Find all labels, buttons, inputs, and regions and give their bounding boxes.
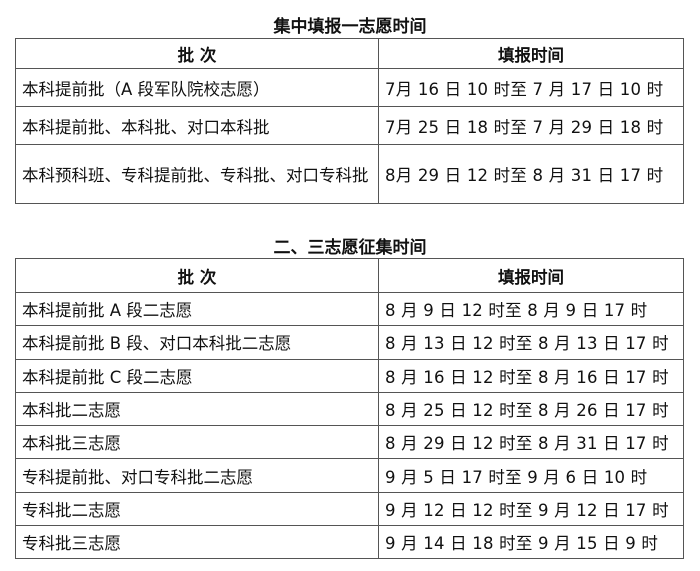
table-row: 本科批二志愿 8 月 25 日 12 时至 8 月 26 日 17 时 xyxy=(15,391,684,427)
batch-cell: 本科批二志愿 xyxy=(15,391,379,427)
batch-cell: 本科提前批 C 段二志愿 xyxy=(15,358,379,393)
time-cell: 7月 25 日 18 时至 7 月 29 日 18 时 xyxy=(378,106,684,145)
header-time: 填报时间 xyxy=(378,38,684,69)
time-cell: 8 月 25 日 12 时至 8 月 26 日 17 时 xyxy=(378,391,684,427)
table-header-row: 批 次 填报时间 xyxy=(15,258,684,293)
batch-cell: 本科提前批（A 段军队院校志愿） xyxy=(15,68,379,107)
batch-cell: 专科批三志愿 xyxy=(15,525,379,560)
section2-title: 二、三志愿征集时间 xyxy=(273,238,427,258)
table-row: 本科批三志愿 8 月 29 日 12 时至 8 月 31 日 17 时 xyxy=(15,425,684,460)
time-cell: 9 月 12 日 12 时至 9 月 12 日 17 时 xyxy=(378,491,684,527)
time-cell: 8 月 16 日 12 时至 8 月 16 日 17 时 xyxy=(378,358,684,393)
time-cell: 8月 29 日 12 时至 8 月 31 日 17 时 xyxy=(378,144,684,204)
batch-cell: 本科预科班、专科提前批、专科批、对口专科批 xyxy=(15,144,379,204)
time-cell: 9 月 14 日 18 时至 9 月 15 日 9 时 xyxy=(378,525,684,560)
table-row: 本科提前批 C 段二志愿 8 月 16 日 12 时至 8 月 16 日 17 时 xyxy=(15,358,684,393)
table-row: 专科提前批、对口专科批二志愿 9 月 5 日 17 时至 9 月 6 日 10 时 xyxy=(15,458,684,493)
second-third-choice-table: 批 次 填报时间 本科提前批 A 段二志愿 8 月 9 日 12 时至 8 月 9… xyxy=(15,258,684,560)
batch-cell: 专科提前批、对口专科批二志愿 xyxy=(15,458,379,493)
section1-title: 集中填报一志愿时间 xyxy=(273,17,427,37)
table-row: 本科预科班、专科提前批、专科批、对口专科批 8月 29 日 12 时至 8 月 … xyxy=(15,144,684,204)
header-batch: 批 次 xyxy=(15,258,379,293)
time-cell: 7月 16 日 10 时至 7 月 17 日 10 时 xyxy=(378,68,684,107)
table-row: 本科提前批 A 段二志愿 8 月 9 日 12 时至 8 月 9 日 17 时 xyxy=(15,291,684,327)
table-header-row: 批 次 填报时间 xyxy=(15,38,684,69)
time-cell: 8 月 29 日 12 时至 8 月 31 日 17 时 xyxy=(378,425,684,460)
batch-cell: 本科批三志愿 xyxy=(15,425,379,460)
time-cell: 9 月 5 日 17 时至 9 月 6 日 10 时 xyxy=(378,458,684,493)
header-batch: 批 次 xyxy=(15,38,379,69)
table-row: 专科批二志愿 9 月 12 日 12 时至 9 月 12 日 17 时 xyxy=(15,491,684,527)
batch-cell: 专科批二志愿 xyxy=(15,491,379,527)
time-cell: 8 月 9 日 12 时至 8 月 9 日 17 时 xyxy=(378,291,684,327)
table-row: 本科提前批（A 段军队院校志愿） 7月 16 日 10 时至 7 月 17 日 … xyxy=(15,68,684,107)
table-row: 专科批三志愿 9 月 14 日 18 时至 9 月 15 日 9 时 xyxy=(15,525,684,560)
first-choice-table: 批 次 填报时间 本科提前批（A 段军队院校志愿） 7月 16 日 10 时至 … xyxy=(15,38,684,204)
batch-cell: 本科提前批 B 段、对口本科批二志愿 xyxy=(15,325,379,360)
batch-cell: 本科提前批、本科批、对口本科批 xyxy=(15,106,379,145)
table-row: 本科提前批、本科批、对口本科批 7月 25 日 18 时至 7 月 29 日 1… xyxy=(15,106,684,145)
table-row: 本科提前批 B 段、对口本科批二志愿 8 月 13 日 12 时至 8 月 13 … xyxy=(15,325,684,360)
time-cell: 8 月 13 日 12 时至 8 月 13 日 17 时 xyxy=(378,325,684,360)
header-time: 填报时间 xyxy=(378,258,684,293)
batch-cell: 本科提前批 A 段二志愿 xyxy=(15,291,379,327)
